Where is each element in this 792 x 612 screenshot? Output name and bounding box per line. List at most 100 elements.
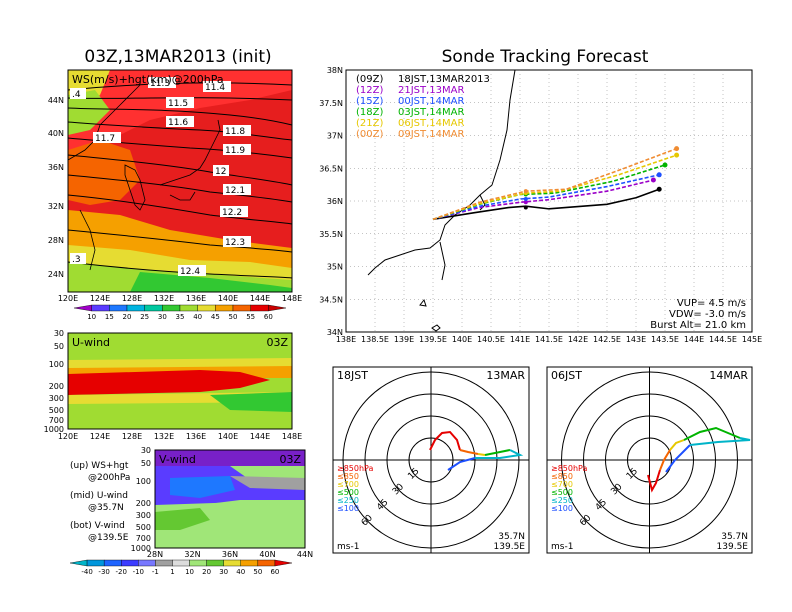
v-colorbar-label: -20: [116, 568, 127, 576]
wind-band-green-nw: [68, 90, 110, 135]
hodograph-wind-segment: [477, 453, 486, 456]
v-colorbar-label: 50: [253, 568, 262, 576]
u-wind-frame: [67, 332, 293, 430]
wind-band-strong: [68, 70, 292, 150]
v-colorbar: -40 -30 -20 -10 -1 1 10 20 30 40 50 60: [69, 559, 293, 576]
v-colorbar-swatch: [172, 559, 190, 567]
contour-label-box: [203, 81, 231, 92]
v-band-lightblue: [170, 476, 235, 498]
panel-note-line2: @200hPa: [88, 473, 130, 483]
colorbar-label: 15: [105, 313, 114, 321]
v-colorbar-label: 40: [236, 568, 245, 576]
v-colorbar-swatch: [274, 559, 293, 567]
track-legend-time: 21JST,13MAR: [398, 85, 465, 96]
v-band-purple-top: [155, 450, 305, 466]
track-endpoint: [650, 177, 656, 183]
v-colorbar-swatch: [240, 559, 259, 567]
contour-label: 11.8: [225, 127, 245, 137]
colorbar-swatch: [268, 304, 287, 312]
map-lat-tick: 36N: [48, 163, 64, 172]
colorbar-swatch: [197, 304, 216, 312]
track-lat-tick: 36.5N: [319, 164, 343, 173]
v-colorbar-label: 60: [270, 568, 279, 576]
u-band-darkgreen: [210, 392, 292, 412]
contour-label: 12.2: [222, 208, 242, 218]
u-p-tick: 1000: [44, 425, 64, 434]
contour-label: 11.6: [168, 118, 188, 128]
u-p-tick: 30: [54, 329, 64, 338]
track-midpoint: [523, 200, 528, 205]
colorbar-swatch: [215, 304, 234, 312]
track-midpoint: [523, 189, 528, 194]
track-lon-tick: 138E: [336, 335, 356, 344]
contour-label: 11.3: [150, 79, 170, 89]
track-param: Burst Alt= 21.0 km: [650, 320, 746, 331]
track-legend-code: (09Z): [356, 74, 383, 85]
hodograph-wind-segment: [429, 430, 461, 451]
contour-label: 12.3: [225, 238, 245, 248]
colorbar-label: 10: [87, 313, 96, 321]
u-lon-tick: 120E: [58, 432, 78, 441]
track-panel: (09Z) 18JST,13MAR2013 (12Z) 21JST,13MAR (15Z…: [319, 66, 762, 344]
track-param: VUP= 4.5 m/s: [677, 298, 746, 309]
v-lat-tick: 28N: [147, 550, 163, 559]
v-lat-tick: 40N: [259, 550, 275, 559]
track-legend-time: 09JST,14MAR: [398, 129, 465, 140]
track-lon-tick: 145E: [742, 335, 762, 344]
colorbar-swatch: [109, 304, 128, 312]
v-band-gray: [230, 476, 305, 490]
hodograph-wind-segment: [689, 437, 751, 446]
track-legend-code: (15Z): [356, 96, 383, 107]
hodograph-time: 06JST: [551, 369, 582, 382]
v-p-tick: 30: [141, 446, 151, 455]
contour-label: 11.4: [205, 83, 225, 93]
v-wind-lat-axis: 28N 32N 36N 40N 44N: [147, 550, 313, 559]
contour-label-box: [223, 144, 251, 155]
colorbar-label: 30: [158, 313, 167, 321]
track-legend-time: 06JST,14MAR: [398, 118, 465, 129]
contour-label-box: [223, 236, 251, 247]
hodograph-level-legend: ≤700: [337, 480, 359, 489]
colorbar-swatch: [250, 304, 269, 312]
colorbar-label: 40: [193, 313, 202, 321]
track-lat-axis: 38N 37.5N 37N 36.5N 36N 35.5N 35N 34.5N 34N: [319, 66, 343, 337]
u-band-red-jet: [68, 370, 270, 395]
u-wind-lon-axis: 120E 124E 128E 132E 136E 140E 144E 148E: [58, 432, 302, 441]
u-lon-tick: 140E: [218, 432, 238, 441]
u-p-tick: 50: [54, 342, 64, 351]
colorbar-swatch: [126, 304, 145, 312]
track-endpoint: [662, 162, 668, 168]
v-band-darkgreen: [155, 508, 210, 530]
track-midpoint: [523, 205, 528, 210]
hodograph-level-legend: ≤850: [337, 472, 359, 481]
track-endpoint: [656, 186, 662, 192]
contour-labels: 11.3 11.4 11.5 11.6 11.7 11.8 11.9 12 12.1 12.2 12…: [70, 77, 251, 277]
map-field-label: WS(m/s)+hgt(km)@200hPa: [72, 73, 224, 86]
hodograph-wind-segment: [475, 449, 524, 459]
v-colorbar-label: -10: [133, 568, 144, 576]
u-lon-tick: 124E: [90, 432, 110, 441]
v-colorbar-swatch: [189, 559, 207, 567]
u-lon-tick: 144E: [250, 432, 270, 441]
map-lat-tick: 40N: [48, 129, 64, 138]
track-legend-code: (18Z): [356, 107, 383, 118]
map-lon-tick: 120E: [58, 294, 78, 303]
map-lat-tick: 32N: [48, 202, 64, 211]
colorbar-swatch: [144, 304, 163, 312]
track-lon-tick: 141.5E: [535, 335, 563, 344]
map-lat-tick: 28N: [48, 236, 64, 245]
v-lat-tick: 32N: [184, 550, 200, 559]
contour-label-box: [166, 116, 194, 127]
track-lon-tick: 142E: [568, 335, 588, 344]
v-colorbar-swatch: [121, 559, 139, 567]
colorbar-swatch: [91, 304, 110, 312]
map-lon-tick: 124E: [90, 294, 110, 303]
track-legend-time: 00JST,14MAR: [398, 96, 465, 107]
hodograph-units: ms-1: [551, 542, 573, 552]
track-endpoint: [674, 152, 680, 158]
track-lon-tick: 140.5E: [477, 335, 505, 344]
v-colorbar-label: 1: [170, 568, 174, 576]
